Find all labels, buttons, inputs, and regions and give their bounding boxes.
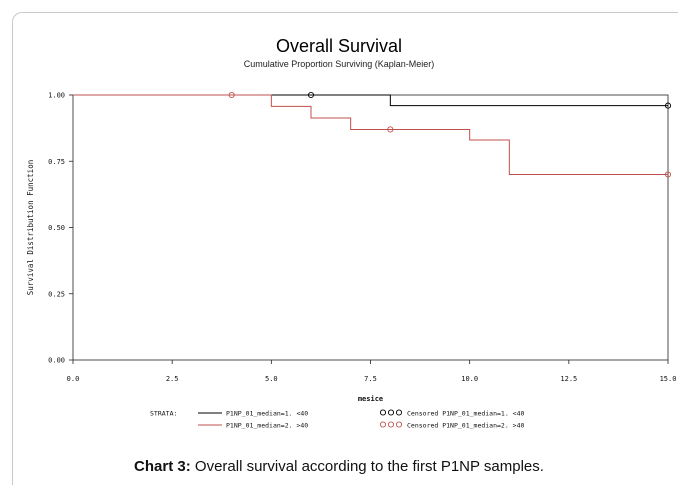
y-tick-label: 0.75 bbox=[48, 158, 65, 166]
x-tick-label: 15.0 bbox=[660, 375, 677, 383]
caption-text: Overall survival according to the first … bbox=[190, 458, 544, 475]
y-axis-label: Survival Distribution Function bbox=[26, 160, 35, 295]
censored-marker bbox=[664, 171, 672, 178]
plot-frame bbox=[72, 94, 669, 361]
legend-censored-marker bbox=[395, 409, 403, 416]
chart-title: Overall Survival bbox=[275, 36, 403, 56]
legend-censored-marker bbox=[387, 409, 395, 416]
x-tick-label: 2.5 bbox=[166, 375, 179, 383]
legend-censored-marker bbox=[395, 421, 403, 428]
y-tick-label: 0.00 bbox=[48, 357, 65, 365]
legend-label-series-2: P1NP_01_median=2. >40 bbox=[226, 422, 308, 430]
x-tick-label: 5.0 bbox=[265, 375, 278, 383]
legend-censored-label-series-2: Censored P1NP_01_median=2. >40 bbox=[407, 422, 524, 430]
x-axis-label: mesice bbox=[358, 395, 383, 403]
figure-caption: Chart 3: Overall survival according to t… bbox=[0, 458, 678, 475]
x-tick-label: 7.5 bbox=[364, 375, 377, 383]
survival-curve-series-1 bbox=[73, 94, 668, 107]
y-tick-label: 1.00 bbox=[48, 92, 65, 100]
legend-censored-marker bbox=[387, 421, 395, 428]
legend-strata-label: STRATA: bbox=[150, 410, 177, 418]
chart-subtitle: Cumulative Proportion Surviving (Kaplan-… bbox=[243, 59, 435, 69]
survival-curve-series-2 bbox=[73, 94, 668, 175]
caption-label: Chart 3: bbox=[134, 458, 191, 475]
censored-marker bbox=[228, 91, 235, 99]
legend-censored-marker bbox=[379, 409, 387, 416]
figure-frame bbox=[12, 12, 678, 485]
legend-censored-label-series-1: Censored P1NP_01_median=1. <40 bbox=[407, 410, 524, 418]
y-tick-label: 0.50 bbox=[48, 224, 65, 232]
censored-marker bbox=[307, 91, 315, 99]
censored-marker bbox=[387, 126, 394, 133]
legend-label-series-1: P1NP_01_median=1. <40 bbox=[226, 410, 308, 418]
y-tick-label: 0.25 bbox=[48, 290, 65, 298]
censored-marker bbox=[664, 102, 672, 109]
x-tick-label: 0.0 bbox=[67, 375, 80, 383]
x-tick-label: 12.5 bbox=[560, 375, 577, 383]
x-tick-label: 10.0 bbox=[461, 375, 478, 383]
legend-censored-marker bbox=[379, 421, 387, 428]
